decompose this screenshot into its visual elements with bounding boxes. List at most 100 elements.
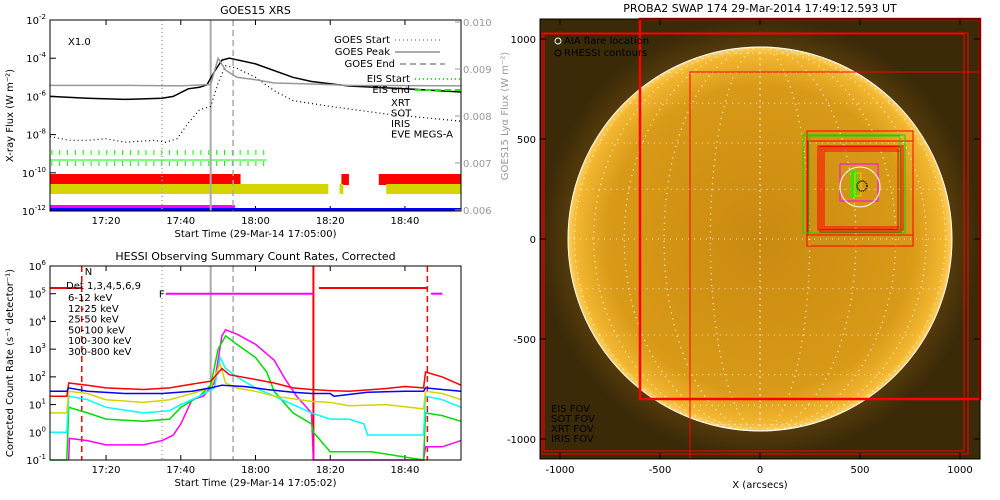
y-tick-label-base: 10 [26,92,39,103]
y2-tick-label: 0.007 [463,159,492,170]
y2-tick-label: 0.008 [463,112,492,123]
energy-band-label: 300-800 keV [68,347,132,358]
sot-fov-box [854,172,862,197]
y-tick-label: 103 [29,342,46,356]
iris-coverage-bar [50,205,235,208]
y-tick-label-exp: 3 [42,342,46,350]
rhessi-contours [856,180,868,192]
attenuator-label: N [85,267,92,278]
y-tick-label-base: 10 [26,456,39,467]
y-tick-label: 10-10 [22,166,46,180]
y-tick-label-base: 10 [29,428,42,439]
image-legend-label: RHESSI contours [564,48,647,59]
x-tick-label: 18:40 [391,216,420,227]
x-tick-label: 18:20 [316,465,345,476]
y-tick-label-base: 10 [29,262,42,273]
xrt-fov-box [543,33,965,452]
y-tick-label: 500 [517,135,536,146]
series-line-12-25-kev [50,334,462,461]
x-tick-label: 18:40 [391,465,420,476]
y-tick-label-exp: -10 [35,166,46,174]
flare-class-label: X1.0 [68,37,91,48]
y-axis-label: X-ray Flux (W m⁻²) [5,69,16,162]
y-tick-label-exp: -1 [39,453,46,461]
legend-label: EIS Start [367,74,410,85]
instrument-legend-label: IRIS [391,119,410,130]
y2-tick-label: 0.006 [463,206,492,217]
xrt-fov-box [819,146,902,233]
x-tick-label: -500 [649,465,672,476]
y-tick-label: 10-6 [26,89,46,103]
xrt-fov-box [541,32,969,455]
y2-tick-label: 0.009 [463,65,492,76]
y-tick-label: 105 [29,287,46,301]
y-tick-label: -1000 [507,435,536,446]
y-tick-label: 102 [29,370,46,384]
y-tick-label: 10-12 [22,204,46,218]
y-tick-label: 100 [29,425,46,439]
y-tick-label-exp: -6 [39,89,47,97]
x-tick-label: 18:00 [241,465,270,476]
y-tick-label-exp: 0 [42,425,46,433]
series-line-goes15-ly- [50,56,462,87]
sot-coverage-bar [386,184,461,194]
energy-band-label: 25-50 keV [68,315,119,326]
y-tick-label-exp: 2 [42,370,46,378]
longitude-grid-line [663,46,857,432]
instrument-legend-label: EVE MEGS-A [391,130,453,141]
xrt-fov-box [807,140,914,236]
fov-legend-label: XRT FOV [551,424,594,435]
fov-legend-label: SOT FOV [551,414,595,425]
aia-legend-icon [554,37,562,45]
y-tick-label-exp: 5 [42,287,46,295]
y-tick-label: 10-4 [26,51,46,65]
y2-tick-label: 0.010 [463,18,492,29]
y-tick-label: 1000 [511,35,536,46]
longitude-grid-line [623,46,897,432]
x-tick-label: 17:20 [92,216,121,227]
aia-flare-location-circle [839,166,881,208]
y-tick-label-base: 10 [26,16,39,27]
sot-coverage-bar [50,184,329,194]
y-tick-label-base: 10 [26,131,39,142]
legend-label: EIS end [372,85,410,96]
y-tick-label-base: 10 [29,401,42,412]
y-tick-label-base: 10 [29,373,42,384]
y-axis-label: Corrected Count Rate (s⁻¹ detector⁻¹) [5,269,16,457]
x-tick-label: 17:20 [92,465,121,476]
y2-axis-label: GOES15 Lyα Flux (W m⁻²) [500,52,511,180]
y-tick-label: -500 [513,335,536,346]
legend-label: GOES Start [334,35,390,46]
x-tick-label: 17:40 [166,216,195,227]
energy-band-label: 12-25 keV [68,304,119,315]
series-line-25-50-kev [50,355,462,436]
rhessi-legend-icon [554,49,562,57]
y-tick-label-base: 10 [22,207,35,218]
xrt-coverage-bar [378,174,461,185]
y-tick-label: 101 [29,398,46,412]
y-tick-label: 10-8 [26,128,46,142]
y-tick-label: 10-1 [26,453,46,467]
image-legend-label: AIA flare location [564,36,649,47]
x-tick-label: 18:00 [241,216,270,227]
eis-fov-box [808,135,901,234]
sot-coverage-bar [339,184,344,194]
y-tick-label-exp: -12 [35,204,46,212]
longitude-grid-line [593,46,927,432]
x-tick-label: 500 [850,465,869,476]
xrt-fov-box [817,145,904,231]
eis-fov-box [850,170,858,198]
x-tick-label: 0 [757,465,763,476]
chart-title: GOES15 XRS [220,4,291,17]
y-tick-label: 104 [29,314,47,328]
x-axis-label: Start Time (29-Mar-14 17:05:00) [174,229,336,240]
x-tick-label: 1000 [947,465,972,476]
fov-legend-label: EIS FOV [551,404,590,415]
y-tick-label: 10-2 [26,13,46,27]
legend-label: GOES Peak [335,47,390,58]
energy-band-label: 100-300 keV [68,336,132,347]
x-tick-label: 18:20 [316,216,345,227]
energy-band-label: 50-100 keV [68,325,125,336]
eve-megs-a-coverage-bar [50,208,461,211]
